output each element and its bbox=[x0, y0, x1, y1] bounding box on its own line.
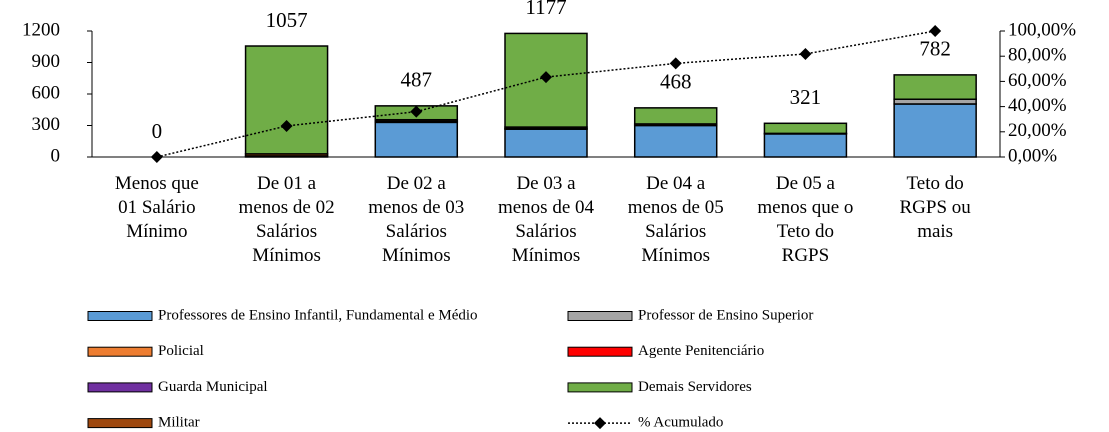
bar-segment bbox=[504, 128, 588, 158]
legend-swatch bbox=[567, 382, 633, 393]
y-tick-label: 0 bbox=[51, 145, 61, 166]
x-tick-label: Teto do RGPS ou mais bbox=[900, 173, 972, 242]
line-marker bbox=[669, 57, 682, 70]
line-marker bbox=[150, 151, 163, 163]
y-tick-label: 1200 bbox=[22, 19, 60, 40]
bar-segment bbox=[633, 124, 718, 158]
legend-label: Militar bbox=[158, 415, 200, 431]
x-tick-label: De 04 a menos de 05 Salários Mínimos bbox=[628, 173, 724, 266]
y2-tick-label: 40,00% bbox=[1008, 95, 1067, 116]
bar-segment bbox=[633, 107, 718, 125]
y-tick-label: 300 bbox=[32, 114, 61, 135]
legend-label: Professor de Ensino Superior bbox=[638, 307, 813, 323]
legend-swatch bbox=[87, 382, 153, 393]
y2-tick-label: 100,00% bbox=[1008, 19, 1076, 40]
bar-segment bbox=[893, 103, 977, 158]
bar-segment bbox=[893, 74, 977, 100]
line-marker bbox=[929, 25, 942, 37]
total-label: 487 bbox=[401, 68, 433, 92]
x-tick-label: De 03 a menos de 04 Salários Mínimos bbox=[498, 173, 595, 266]
total-label: 0 bbox=[152, 119, 163, 143]
line-marker bbox=[280, 119, 293, 132]
legend-label: % Acumulado bbox=[638, 415, 723, 431]
bar-segment bbox=[763, 133, 848, 158]
bar-segment bbox=[374, 121, 459, 158]
total-label: 782 bbox=[919, 37, 951, 61]
legend-swatch bbox=[87, 418, 153, 429]
legend-swatch bbox=[567, 346, 633, 357]
y2-tick-label: 20,00% bbox=[1008, 120, 1067, 141]
y-tick-label: 600 bbox=[32, 82, 61, 103]
x-tick-label: Menos que 01 Salário Mínimo bbox=[115, 173, 199, 242]
legend-label: Agente Penitenciário bbox=[638, 343, 764, 359]
legend-swatch bbox=[567, 311, 633, 321]
y-tick-label: 900 bbox=[32, 51, 61, 72]
legend-label: Guarda Municipal bbox=[158, 379, 268, 395]
y2-tick-label: 60,00% bbox=[1008, 70, 1067, 91]
total-label: 321 bbox=[790, 85, 822, 109]
legend-marker bbox=[594, 417, 606, 430]
line-marker bbox=[410, 105, 423, 118]
legend-swatch bbox=[87, 311, 153, 321]
line-marker bbox=[799, 47, 812, 60]
legend-label: Policial bbox=[158, 343, 204, 359]
bar-segment bbox=[244, 45, 329, 155]
total-label: 1057 bbox=[266, 8, 308, 32]
total-label: 1177 bbox=[525, 0, 566, 19]
legend-label: Demais Servidores bbox=[638, 379, 752, 395]
line-marker bbox=[540, 71, 552, 84]
total-label: 468 bbox=[660, 70, 692, 94]
y2-tick-label: 0,00% bbox=[1008, 145, 1057, 166]
legend-swatch bbox=[87, 346, 153, 357]
legend-label: Professores de Ensino Infantil, Fundamen… bbox=[158, 307, 478, 323]
x-tick-label: De 01 a menos de 02 Salários Mínimos bbox=[239, 173, 335, 266]
x-tick-label: De 05 a menos que o Teto do RGPS bbox=[757, 173, 853, 266]
y2-tick-label: 80,00% bbox=[1008, 45, 1067, 66]
x-tick-label: De 02 a menos de 03 Salários Mínimos bbox=[368, 173, 464, 266]
bar-segment bbox=[763, 122, 848, 135]
